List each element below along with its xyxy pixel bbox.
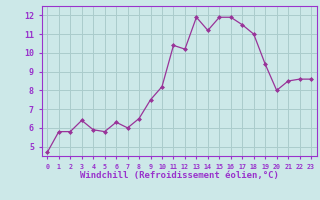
X-axis label: Windchill (Refroidissement éolien,°C): Windchill (Refroidissement éolien,°C) (80, 171, 279, 180)
